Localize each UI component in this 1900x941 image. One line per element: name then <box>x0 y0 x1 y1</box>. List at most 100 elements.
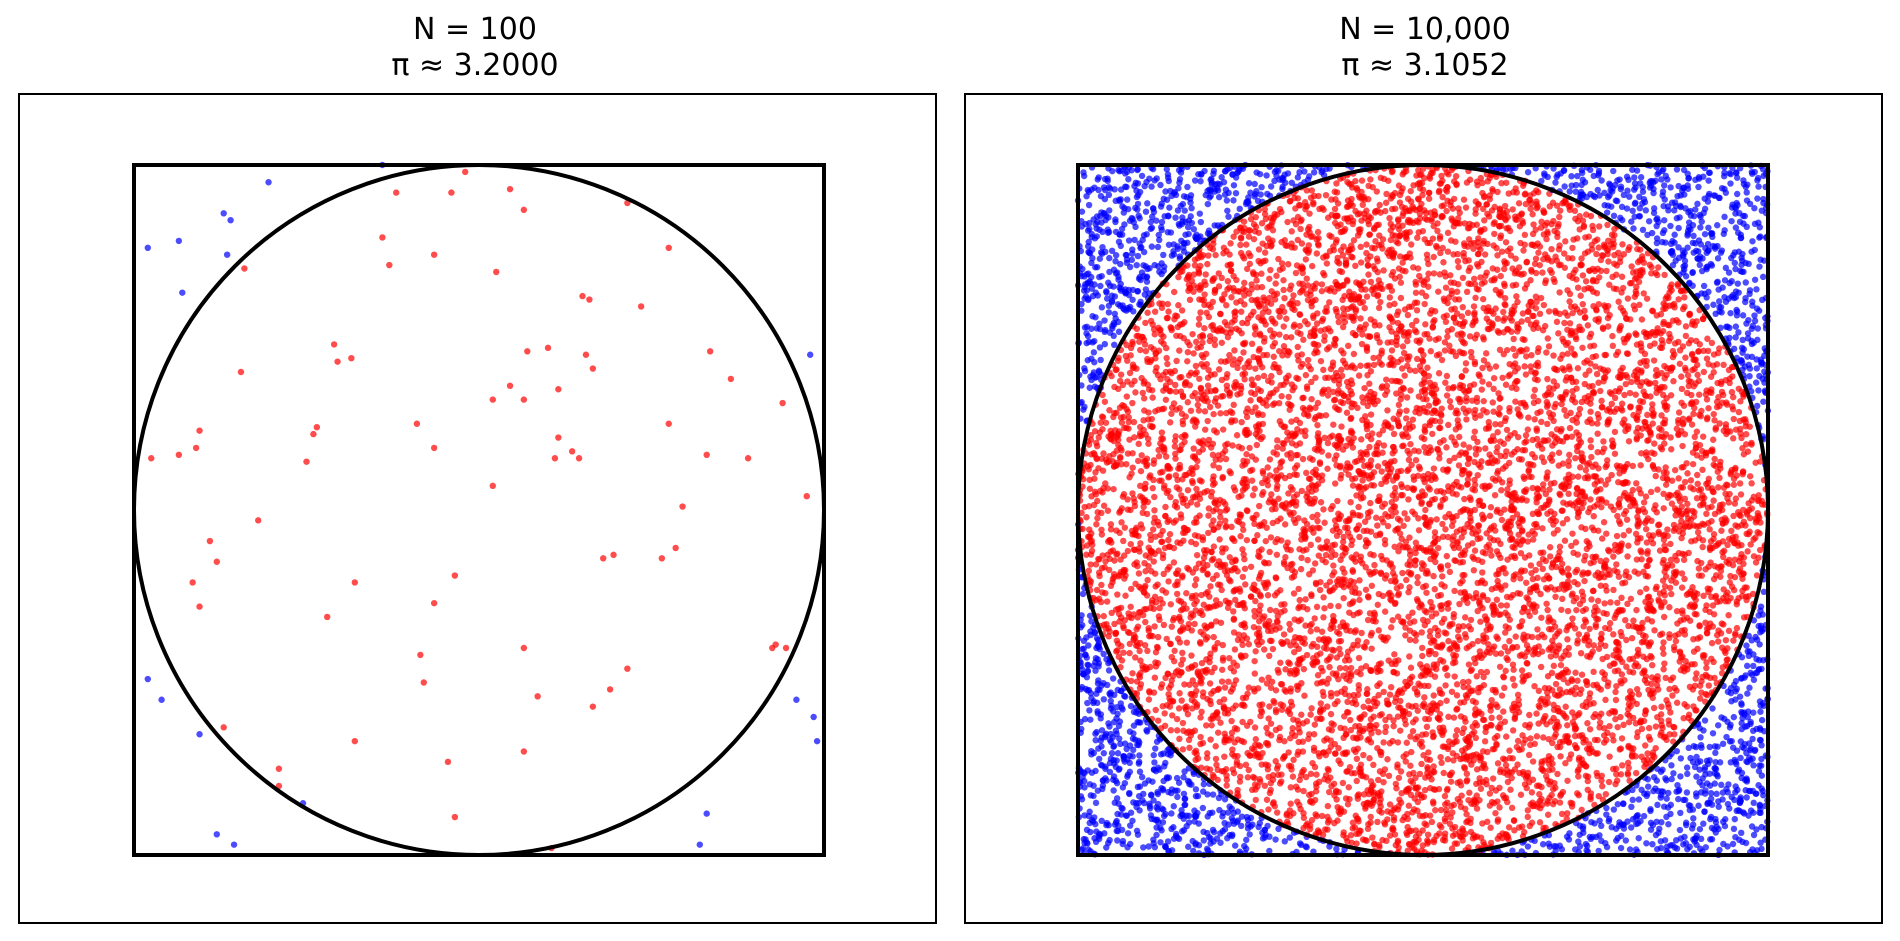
data-point <box>1497 650 1505 657</box>
data-point <box>1302 622 1309 629</box>
data-point <box>1135 570 1143 577</box>
data-point <box>1733 601 1740 608</box>
data-point <box>1330 421 1337 428</box>
data-point <box>330 341 338 348</box>
data-point <box>1123 341 1130 349</box>
data-point <box>1124 496 1131 503</box>
data-point <box>1217 410 1224 417</box>
data-point <box>1144 647 1151 655</box>
data-point <box>1397 727 1404 734</box>
data-point <box>1497 272 1504 280</box>
data-point <box>1152 706 1159 714</box>
data-point <box>1409 727 1417 735</box>
data-point <box>1313 320 1321 327</box>
data-point <box>1598 777 1605 784</box>
data-point <box>1593 370 1601 378</box>
data-point <box>1187 407 1195 414</box>
data-point <box>1421 236 1428 243</box>
data-point <box>1247 563 1255 570</box>
data-point <box>1123 460 1130 468</box>
data-point <box>1492 421 1499 428</box>
data-point <box>1150 346 1157 353</box>
data-point <box>1137 657 1144 664</box>
data-point <box>1539 565 1546 573</box>
data-point <box>1162 503 1169 511</box>
data-point <box>1291 471 1298 478</box>
data-point <box>334 358 341 365</box>
data-point <box>1421 820 1428 827</box>
data-point <box>1755 612 1762 619</box>
data-point <box>1544 811 1552 818</box>
data-point <box>1288 418 1295 425</box>
data-point <box>1267 534 1275 541</box>
data-point <box>1241 565 1249 572</box>
data-point <box>448 189 455 196</box>
data-point <box>1371 561 1378 569</box>
data-point <box>1106 836 1113 844</box>
data-point <box>1682 354 1689 361</box>
data-point <box>1598 837 1605 845</box>
data-point <box>1735 289 1742 296</box>
data-point <box>1232 190 1240 197</box>
data-point <box>313 424 321 431</box>
data-point <box>1233 432 1241 439</box>
data-point <box>1302 256 1310 263</box>
data-point <box>196 603 203 610</box>
data-point <box>1482 445 1489 452</box>
data-point <box>1347 499 1354 506</box>
data-point <box>1243 536 1251 544</box>
data-point <box>1746 684 1753 691</box>
data-point <box>1509 661 1517 668</box>
data-point <box>265 179 272 186</box>
data-point <box>1300 814 1308 822</box>
data-point <box>1142 319 1149 327</box>
data-point <box>1174 635 1182 642</box>
data-point <box>1489 399 1496 406</box>
data-point <box>1374 268 1381 276</box>
data-point <box>1443 697 1450 704</box>
data-point <box>1146 175 1153 182</box>
data-point <box>1738 700 1745 707</box>
data-point <box>1242 581 1249 588</box>
data-point <box>1105 279 1112 286</box>
unit-circle <box>132 163 826 857</box>
data-point <box>1122 170 1129 177</box>
data-point <box>1317 357 1325 365</box>
data-point <box>1234 391 1241 398</box>
data-point <box>1107 526 1115 533</box>
data-point <box>1603 530 1610 537</box>
data-point <box>1090 349 1098 356</box>
data-point <box>1325 675 1332 683</box>
data-point <box>1124 830 1132 837</box>
data-point <box>1615 298 1622 305</box>
data-point <box>1272 687 1280 694</box>
data-point <box>1129 399 1136 407</box>
data-point <box>589 703 597 710</box>
data-point <box>600 555 607 562</box>
data-point <box>1589 382 1596 390</box>
data-point <box>524 348 531 355</box>
data-point <box>1401 372 1408 379</box>
data-point <box>1596 192 1603 199</box>
data-point <box>1758 845 1765 853</box>
data-point <box>1443 372 1451 380</box>
data-point <box>1675 224 1682 232</box>
data-point <box>1088 694 1095 702</box>
data-point <box>1746 473 1754 480</box>
data-point <box>1226 251 1233 258</box>
data-point <box>1174 567 1182 574</box>
data-point <box>1300 787 1307 795</box>
data-point <box>1117 740 1124 748</box>
data-point <box>1704 800 1711 808</box>
data-point <box>1581 359 1588 366</box>
data-point <box>1433 516 1440 523</box>
data-point <box>1477 785 1485 792</box>
data-point <box>1549 800 1557 808</box>
data-point <box>1160 405 1168 412</box>
data-point <box>1313 250 1321 257</box>
data-point <box>1690 383 1697 390</box>
data-point <box>1407 387 1414 394</box>
data-point <box>1335 260 1343 267</box>
data-point <box>1144 200 1151 207</box>
data-point <box>1412 456 1420 464</box>
